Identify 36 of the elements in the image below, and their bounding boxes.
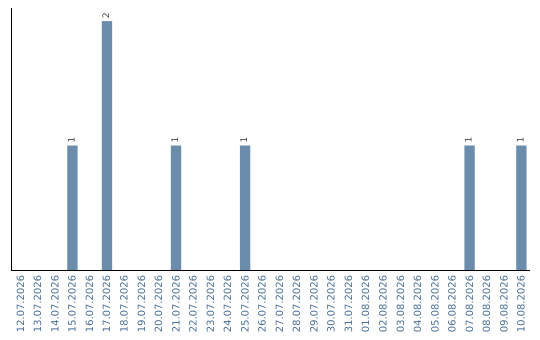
x-tick-label: 19.07.2026: [136, 275, 148, 332]
x-tick-label: 26.07.2026: [258, 275, 269, 332]
x-tick-label: 21.07.2026: [171, 275, 182, 332]
x-tick-label: 09.08.2026: [499, 275, 510, 332]
x-tick-label: 05.08.2026: [430, 275, 442, 332]
x-tick-label: 13.07.2026: [33, 275, 44, 332]
x-tick-label: 29.07.2026: [309, 275, 320, 332]
x-tick-label: 03.08.2026: [396, 275, 407, 332]
x-tick-label: 10.08.2026: [516, 275, 528, 332]
x-tick-label: 16.07.2026: [84, 275, 96, 332]
x-tick-label: 24.07.2026: [223, 275, 234, 332]
data-label: 2: [102, 12, 112, 18]
data-label: 1: [464, 136, 475, 143]
data-label: 1: [240, 136, 250, 143]
x-tick-label: 06.08.2026: [448, 275, 459, 332]
x-tick-label: 17.07.2026: [102, 275, 114, 332]
x-tick-label: 25.07.2026: [240, 275, 252, 332]
x-tick-label: 14.07.2026: [50, 275, 62, 332]
x-tick-label: 30.07.2026: [326, 275, 338, 332]
x-tick-label: 07.08.2026: [464, 275, 476, 332]
x-tick-label: 28.07.2026: [292, 275, 304, 332]
x-tick-label: 04.08.2026: [413, 275, 424, 332]
x-tick-label: 27.07.2026: [274, 275, 286, 332]
x-tick-label: 22.07.2026: [188, 275, 200, 332]
x-tick-label: 08.08.2026: [482, 275, 494, 332]
x-tick-label: 12.07.2026: [16, 275, 27, 332]
x-tick-label: 15.07.2026: [68, 275, 79, 332]
data-label: 1: [171, 136, 182, 143]
x-tick-label: 01.08.2026: [361, 275, 372, 332]
x-tick-label: 18.07.2026: [119, 275, 130, 332]
data-label: 1: [67, 136, 78, 143]
x-tick-label: 20.07.2026: [154, 275, 166, 332]
x-tick-label: 31.07.2026: [344, 275, 355, 332]
x-tick-label: 02.08.2026: [378, 275, 390, 332]
data-label: 1: [516, 136, 526, 143]
x-tick-label: 23.07.2026: [206, 275, 217, 332]
